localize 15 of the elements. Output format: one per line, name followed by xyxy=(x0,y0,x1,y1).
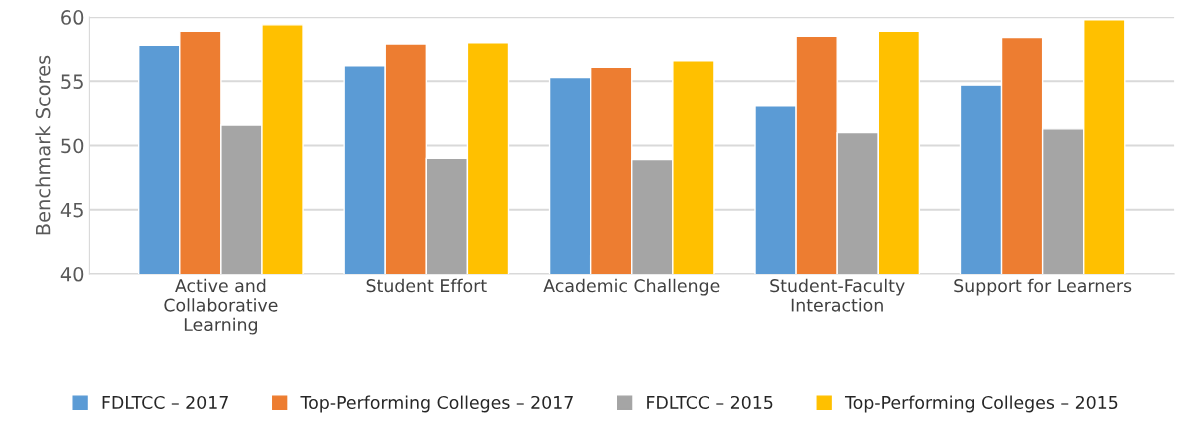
legend-label: FDLTCC – 2017 xyxy=(102,395,228,410)
legend-label: FDLTCC – 2015 xyxy=(647,395,773,410)
y-axis-title: Benchmark Scores xyxy=(35,55,51,235)
legend-label: Top-Performing Colleges – 2015 xyxy=(844,395,1118,413)
x-tick-label: Student Effort xyxy=(366,278,487,293)
x-tick-label: Student-Faculty Interaction xyxy=(770,278,905,312)
y-tick-label: 40 xyxy=(60,266,84,282)
legend-label: Top-Performing Colleges – 2017 xyxy=(300,395,573,413)
y-tick-label: 45 xyxy=(60,202,83,218)
x-tick-label: Support for Learners xyxy=(954,278,1132,296)
y-tick-label: 55 xyxy=(61,74,83,89)
y-tick-label: 50 xyxy=(61,138,84,154)
y-tick-label: 60 xyxy=(61,10,84,25)
x-tick-label: Academic Challenge xyxy=(543,278,720,296)
x-tick-label: Active and Collaborative Learning xyxy=(164,278,278,335)
